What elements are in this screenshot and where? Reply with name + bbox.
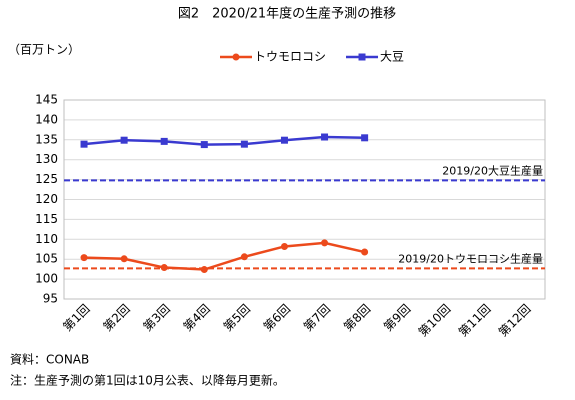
x-tick-label: 第3回 xyxy=(141,302,173,334)
x-tick-label: 第4回 xyxy=(181,302,213,334)
marker xyxy=(160,137,168,145)
marker xyxy=(200,141,208,149)
x-tick-label: 第2回 xyxy=(100,302,132,334)
marker xyxy=(280,136,288,144)
x-tick-label: 第9回 xyxy=(381,302,413,334)
y-tick-label: 100 xyxy=(35,272,58,286)
x-tick-label: 第5回 xyxy=(221,302,253,334)
marker xyxy=(321,133,329,141)
x-tick-label: 第11回 xyxy=(456,302,494,340)
marker xyxy=(160,264,168,272)
series-line xyxy=(83,135,365,146)
marker xyxy=(120,136,128,144)
note: 資料：CONAB xyxy=(10,353,89,367)
chart-title: 図2 2020/21年度の生産予測の推移 xyxy=(178,6,396,22)
x-tick-label: 第6回 xyxy=(261,302,293,334)
x-tick-label: 第10回 xyxy=(416,302,454,340)
legend-label: 大豆 xyxy=(380,50,404,64)
marker xyxy=(361,134,369,142)
marker xyxy=(240,253,248,261)
reference-label: 2019/20トウモロコシ生産量 xyxy=(398,251,543,265)
plot-border xyxy=(63,99,546,300)
legend-marker xyxy=(232,53,240,61)
x-tick-label: 第12回 xyxy=(496,302,534,340)
marker xyxy=(361,248,369,256)
y-tick-label: 125 xyxy=(35,172,58,186)
x-tick-label: 第1回 xyxy=(60,302,92,334)
reference-label: 2019/20大豆生産量 xyxy=(442,163,543,177)
marker xyxy=(80,254,88,262)
x-tick-label: 第8回 xyxy=(341,302,373,334)
y-tick-label: 135 xyxy=(35,132,58,146)
y-tick-label: 115 xyxy=(35,212,58,226)
y-tick-label: 140 xyxy=(35,112,58,126)
y-tick-label: 130 xyxy=(35,152,58,166)
note: 注：生産予測の第1回は10月公表、以降毎月更新。 xyxy=(10,373,285,388)
y-tick-label: 95 xyxy=(43,292,58,306)
series-line xyxy=(84,241,365,271)
marker xyxy=(240,140,248,148)
legend-marker xyxy=(358,53,366,61)
marker xyxy=(321,239,329,247)
marker xyxy=(80,140,88,148)
y-tick-label: 145 xyxy=(35,93,58,107)
x-tick-label: 第7回 xyxy=(301,302,333,334)
y-tick-label: 105 xyxy=(35,252,58,266)
y-tick-label: 110 xyxy=(35,232,58,246)
y-axis-label: （百万トン） xyxy=(8,43,80,57)
marker xyxy=(120,255,128,263)
marker xyxy=(200,266,208,274)
y-tick-label: 120 xyxy=(35,192,58,206)
legend-label: トウモロコシ xyxy=(254,50,326,64)
marker xyxy=(280,242,288,250)
